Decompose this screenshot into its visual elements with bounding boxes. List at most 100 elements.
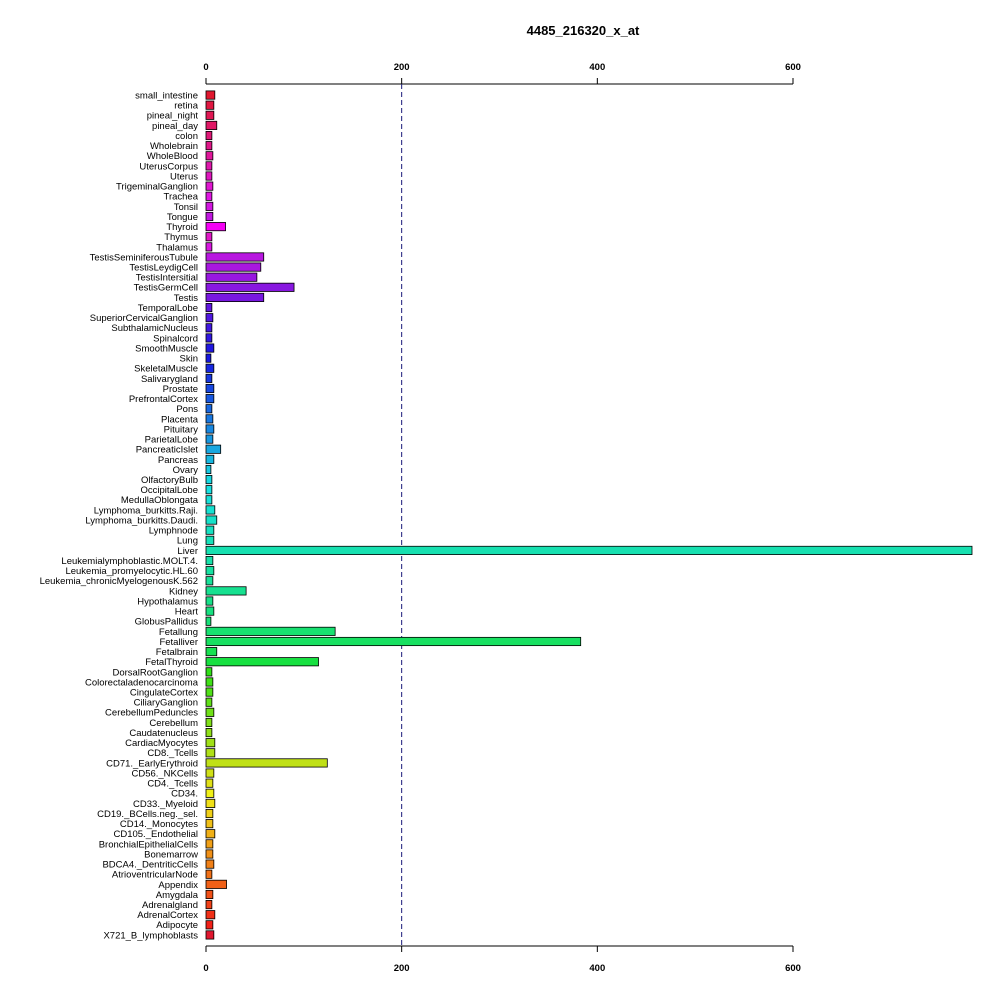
- category-label: CD33._Myeloid: [133, 799, 198, 810]
- category-label: Leukemia_promyelocytic.HL.60: [65, 566, 198, 577]
- bar: [205, 738, 216, 748]
- bar: [205, 262, 262, 272]
- category-label: TemporalLobe: [138, 303, 198, 314]
- category-label: Lung: [177, 536, 198, 547]
- category-label: Colorectaladenocarcinoma: [85, 677, 199, 688]
- bottom-tick-label: 0: [203, 963, 208, 974]
- bar: [205, 697, 213, 707]
- category-label: Wholebrain: [150, 141, 198, 152]
- bar: [205, 900, 213, 910]
- bar: [205, 464, 212, 475]
- category-label: Salivarygland: [141, 374, 198, 385]
- bar: [205, 728, 213, 738]
- category-label: SuperiorCervicalGanglion: [90, 313, 198, 324]
- category-label: Lymphoma_burkitts.Daudi.: [85, 515, 198, 526]
- category-label: CD19._BCells.neg._sel.: [97, 809, 198, 820]
- bar: [205, 353, 212, 363]
- category-label: CD105._Endothelial: [113, 829, 198, 840]
- category-label: CD34.: [171, 789, 198, 800]
- bar: [205, 454, 215, 464]
- bar: [205, 515, 218, 525]
- category-label: pineal_day: [152, 121, 198, 132]
- bar: [205, 636, 582, 647]
- bar: [205, 768, 215, 778]
- category-label: PrefrontalCortex: [129, 394, 198, 405]
- category-label: small_intestine: [135, 90, 198, 101]
- category-label: Lymphoma_burkitts.Raji.: [94, 505, 198, 516]
- category-label: Ovary: [173, 465, 199, 476]
- category-label: Fetalliver: [159, 637, 198, 648]
- bar: [205, 808, 214, 819]
- category-label: Tongue: [167, 212, 198, 223]
- chart-title: 4485_216320_x_at: [527, 23, 640, 38]
- category-label: Uterus: [170, 171, 198, 182]
- bar: [205, 889, 214, 900]
- category-label: Tonsil: [174, 202, 198, 213]
- bar: [205, 788, 215, 798]
- bar: [205, 839, 214, 849]
- bar: [205, 778, 214, 788]
- category-label: CD14._Monocytes: [120, 819, 198, 830]
- category-label: WholeBlood: [147, 151, 198, 162]
- bar: [205, 485, 213, 495]
- category-label: OlfactoryBulb: [141, 475, 198, 486]
- bar: [205, 687, 214, 697]
- bar: [205, 566, 215, 576]
- top-tick-label: 200: [394, 62, 410, 73]
- bar: [205, 667, 213, 677]
- top-tick-label: 0: [203, 62, 208, 73]
- category-label: Fetalbrain: [156, 647, 198, 658]
- category-label: colon: [175, 131, 198, 142]
- bar: [205, 647, 218, 657]
- category-label: DorsalRootGanglion: [112, 667, 198, 678]
- bar: [205, 444, 222, 454]
- bar: [205, 292, 265, 302]
- category-label: Leukemialymphoblastic.MOLT.4.: [61, 556, 198, 567]
- bar: [205, 758, 328, 768]
- bottom-tick-label: 600: [785, 963, 801, 974]
- category-label: Pons: [176, 404, 198, 415]
- category-label: GlobusPallidus: [135, 617, 199, 628]
- bars: [205, 90, 973, 940]
- category-label: AdrenalCortex: [137, 910, 198, 921]
- bar: [205, 110, 215, 120]
- category-label: CD4._Tcells: [147, 779, 198, 790]
- category-label: TestisSeminiferousTubule: [90, 252, 198, 263]
- bar: [205, 90, 216, 100]
- category-label: Fetallung: [159, 627, 198, 638]
- category-label: CD71._EarlyErythroid: [106, 758, 198, 769]
- bar: [205, 303, 213, 313]
- category-label: Liver: [177, 546, 198, 557]
- category-label: Amygdala: [156, 890, 199, 901]
- bar: [205, 171, 213, 181]
- bar: [205, 677, 214, 687]
- category-label: CerebellumPeduncles: [105, 708, 198, 719]
- bar: [205, 819, 214, 829]
- category-label: SmoothMuscle: [135, 343, 198, 354]
- category-label: Thymus: [164, 232, 198, 243]
- category-label: X721_B_lymphoblasts: [103, 930, 198, 941]
- category-label: Appendix: [158, 880, 198, 891]
- bar: [205, 130, 213, 141]
- bar: [205, 545, 973, 555]
- bar: [205, 626, 336, 636]
- bar: [205, 475, 213, 485]
- category-label: Skin: [180, 354, 198, 365]
- bar: [205, 505, 216, 515]
- bar: [205, 211, 214, 222]
- category-label: CardiacMyocytes: [125, 738, 198, 749]
- bar: [205, 383, 215, 394]
- bar: [205, 404, 213, 414]
- bar: [205, 343, 215, 353]
- bar: [205, 748, 216, 758]
- bar: [205, 373, 213, 383]
- category-label: Thalamus: [156, 242, 198, 253]
- bar: [205, 707, 215, 717]
- bar: [205, 535, 215, 545]
- bar: [205, 495, 213, 505]
- category-label: MedullaOblongata: [121, 495, 199, 506]
- category-label: CiliaryGanglion: [134, 698, 198, 709]
- bar: [205, 161, 213, 171]
- category-label: BDCA4._DentriticCells: [102, 860, 198, 871]
- category-label: Adrenalgland: [142, 900, 198, 911]
